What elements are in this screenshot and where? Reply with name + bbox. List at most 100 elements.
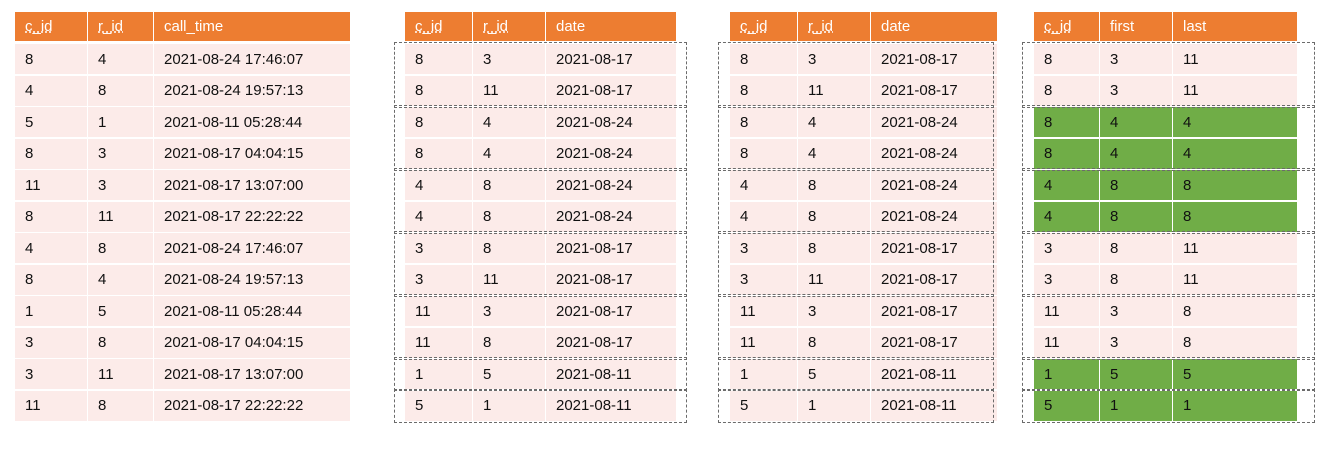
column-header-label: c_id — [415, 18, 443, 35]
table-cell: 11 — [1173, 44, 1297, 74]
table-cell: 2021-08-24 — [546, 170, 676, 200]
table-cell: 11 — [798, 75, 870, 106]
table-row: 3 11 2021-08-17 13:07:00 — [15, 359, 350, 389]
table-cell: 2021-08-17 — [546, 233, 676, 263]
table-cell: 1 — [730, 359, 797, 389]
table-cell: 11 — [405, 296, 472, 326]
table-cell: 3 — [15, 359, 87, 389]
table-cell: 8 — [1173, 327, 1297, 358]
column-header: c_id — [405, 12, 472, 41]
table-row: 3 8 2021-08-17 — [405, 233, 676, 263]
table-cell: 2021-08-17 — [871, 44, 997, 74]
column-header: r_id — [88, 12, 153, 41]
column-header: last — [1173, 12, 1297, 41]
table-cell: 3 — [405, 233, 472, 263]
table-cell: 1 — [473, 390, 545, 421]
table-row: 8 4 2021-08-24 17:46:07 — [15, 44, 350, 74]
table-cell: 2021-08-17 — [546, 75, 676, 106]
table-cell: 11 — [1173, 233, 1297, 263]
table-row: 5 1 2021-08-11 05:28:44 — [15, 107, 350, 137]
table-cell: 2021-08-24 — [871, 201, 997, 232]
table-row: 4 8 2021-08-24 — [405, 201, 676, 232]
table-cell: 11 — [1034, 296, 1099, 326]
table-cell: 3 — [730, 264, 797, 295]
column-header-label: c_id — [25, 18, 53, 35]
table-cell: 3 — [473, 296, 545, 326]
table-row: 1 5 2021-08-11 — [405, 359, 676, 389]
column-header-label: date — [881, 18, 911, 35]
table-cell: 5 — [1100, 359, 1172, 389]
table-cell: 4 — [405, 170, 472, 200]
table-cell: 8 — [405, 138, 472, 169]
table-cell: 11 — [730, 327, 797, 358]
table-cell: 4 — [1034, 201, 1099, 232]
table-cell: 4 — [473, 138, 545, 169]
table-cell: 1 — [1034, 359, 1099, 389]
table-row: 11 3 2021-08-17 13:07:00 — [15, 170, 350, 200]
table-row: 8 4 2021-08-24 — [405, 138, 676, 169]
table-row: 11 8 2021-08-17 22:22:22 — [15, 390, 350, 421]
table-cell: 3 — [1100, 296, 1172, 326]
table-row: 4 8 2021-08-24 — [405, 170, 676, 200]
column-header: c_id — [1034, 12, 1099, 41]
table-cell: 2021-08-17 — [871, 75, 997, 106]
table-row: 4 8 2021-08-24 17:46:07 — [15, 233, 350, 263]
table-cell: 8 — [798, 201, 870, 232]
table-cell: 4 — [15, 75, 87, 106]
table-row: 11 3 2021-08-17 — [405, 296, 676, 326]
table-cell: 11 — [798, 264, 870, 295]
table-cell: 8 — [405, 107, 472, 137]
table-cell: 8 — [15, 138, 87, 169]
table-row: 3 8 2021-08-17 04:04:15 — [15, 327, 350, 358]
table-cell: 8 — [730, 75, 797, 106]
table-header: c_id first last — [1034, 12, 1297, 41]
table-cell: 2021-08-17 — [546, 327, 676, 358]
table-cell: 3 — [1100, 44, 1172, 74]
table-cell: 11 — [88, 201, 153, 232]
table-cell: 8 — [15, 44, 87, 74]
table-cell: 2021-08-17 22:22:22 — [154, 201, 350, 232]
column-header: date — [871, 12, 997, 41]
table-row: 5 1 2021-08-11 — [405, 390, 676, 421]
table-cell: 4 — [88, 264, 153, 295]
column-header: r_id — [798, 12, 870, 41]
table-cell: 2021-08-24 — [546, 201, 676, 232]
table-cell: 2021-08-11 05:28:44 — [154, 296, 350, 326]
table-cell: 4 — [473, 107, 545, 137]
table-cell: 3 — [1034, 233, 1099, 263]
table-cell: 8 — [473, 233, 545, 263]
table-cell: 11 — [473, 75, 545, 106]
table-cell: 11 — [730, 296, 797, 326]
table-cell: 2021-08-24 17:46:07 — [154, 44, 350, 74]
table-cell: 3 — [1100, 327, 1172, 358]
table-row: 1 5 2021-08-11 — [730, 359, 997, 389]
table-cell: 1 — [88, 107, 153, 137]
table-cell: 4 — [1100, 138, 1172, 169]
table-cell: 2021-08-24 17:46:07 — [154, 233, 350, 263]
table-cell: 8 — [88, 75, 153, 106]
table-cell: 8 — [15, 264, 87, 295]
table-row: 8 4 2021-08-24 — [730, 107, 997, 137]
table-row: 8 3 11 — [1034, 75, 1297, 106]
table-cell: 1 — [15, 296, 87, 326]
table-cell: 2021-08-17 — [871, 264, 997, 295]
table-cell: 5 — [798, 359, 870, 389]
table-cell: 8 — [1034, 44, 1099, 74]
column-header: c_id — [15, 12, 87, 41]
table-row: 8 11 2021-08-17 — [730, 75, 997, 106]
table-cell: 8 — [1100, 170, 1172, 200]
column-header: first — [1100, 12, 1172, 41]
column-header-label: r_id — [483, 18, 509, 35]
table-cell: 5 — [730, 390, 797, 421]
table-cell: 11 — [88, 359, 153, 389]
table-cell: 2021-08-17 22:22:22 — [154, 390, 350, 421]
first-last-table: c_id first last 8 3 11 8 3 11 8 4 4 8 4 4 4 8 8 4 8 8 3 8 11 3 8 1… — [1034, 12, 1297, 422]
column-header-label: c_id — [740, 18, 768, 35]
table-cell: 4 — [1173, 138, 1297, 169]
table-cell: 2021-08-17 04:04:15 — [154, 327, 350, 358]
table-row: 11 8 2021-08-17 — [730, 327, 997, 358]
table-cell: 8 — [473, 201, 545, 232]
